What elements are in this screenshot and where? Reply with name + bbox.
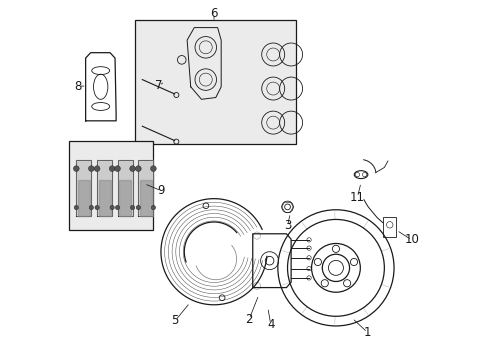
- Bar: [383, 217, 395, 237]
- Circle shape: [88, 166, 94, 171]
- Circle shape: [109, 166, 115, 171]
- Text: 2: 2: [245, 312, 252, 326]
- Circle shape: [94, 166, 100, 171]
- Polygon shape: [78, 180, 90, 216]
- Text: 1: 1: [363, 326, 370, 339]
- Circle shape: [110, 205, 114, 210]
- Circle shape: [73, 166, 79, 171]
- Text: 4: 4: [266, 318, 274, 331]
- Text: 3: 3: [283, 219, 291, 232]
- Polygon shape: [97, 160, 112, 216]
- Polygon shape: [138, 160, 153, 216]
- Text: 10: 10: [404, 233, 418, 246]
- Circle shape: [136, 205, 140, 210]
- Text: 9: 9: [157, 184, 165, 197]
- Text: 8: 8: [74, 80, 81, 93]
- Text: 7: 7: [155, 79, 163, 92]
- Circle shape: [129, 166, 135, 171]
- Circle shape: [130, 205, 135, 210]
- Text: 6: 6: [210, 8, 217, 21]
- Text: 5: 5: [171, 314, 179, 327]
- Polygon shape: [76, 160, 91, 216]
- Circle shape: [115, 205, 120, 210]
- Bar: [69, 140, 153, 230]
- Circle shape: [151, 205, 155, 210]
- Circle shape: [135, 166, 141, 171]
- Circle shape: [150, 166, 156, 171]
- Text: 11: 11: [349, 191, 364, 204]
- Circle shape: [74, 205, 78, 210]
- Polygon shape: [99, 180, 110, 216]
- Circle shape: [115, 166, 120, 171]
- Polygon shape: [119, 180, 131, 216]
- Circle shape: [95, 205, 99, 210]
- Polygon shape: [117, 160, 132, 216]
- Bar: [135, 21, 296, 144]
- Circle shape: [89, 205, 93, 210]
- Polygon shape: [140, 180, 152, 216]
